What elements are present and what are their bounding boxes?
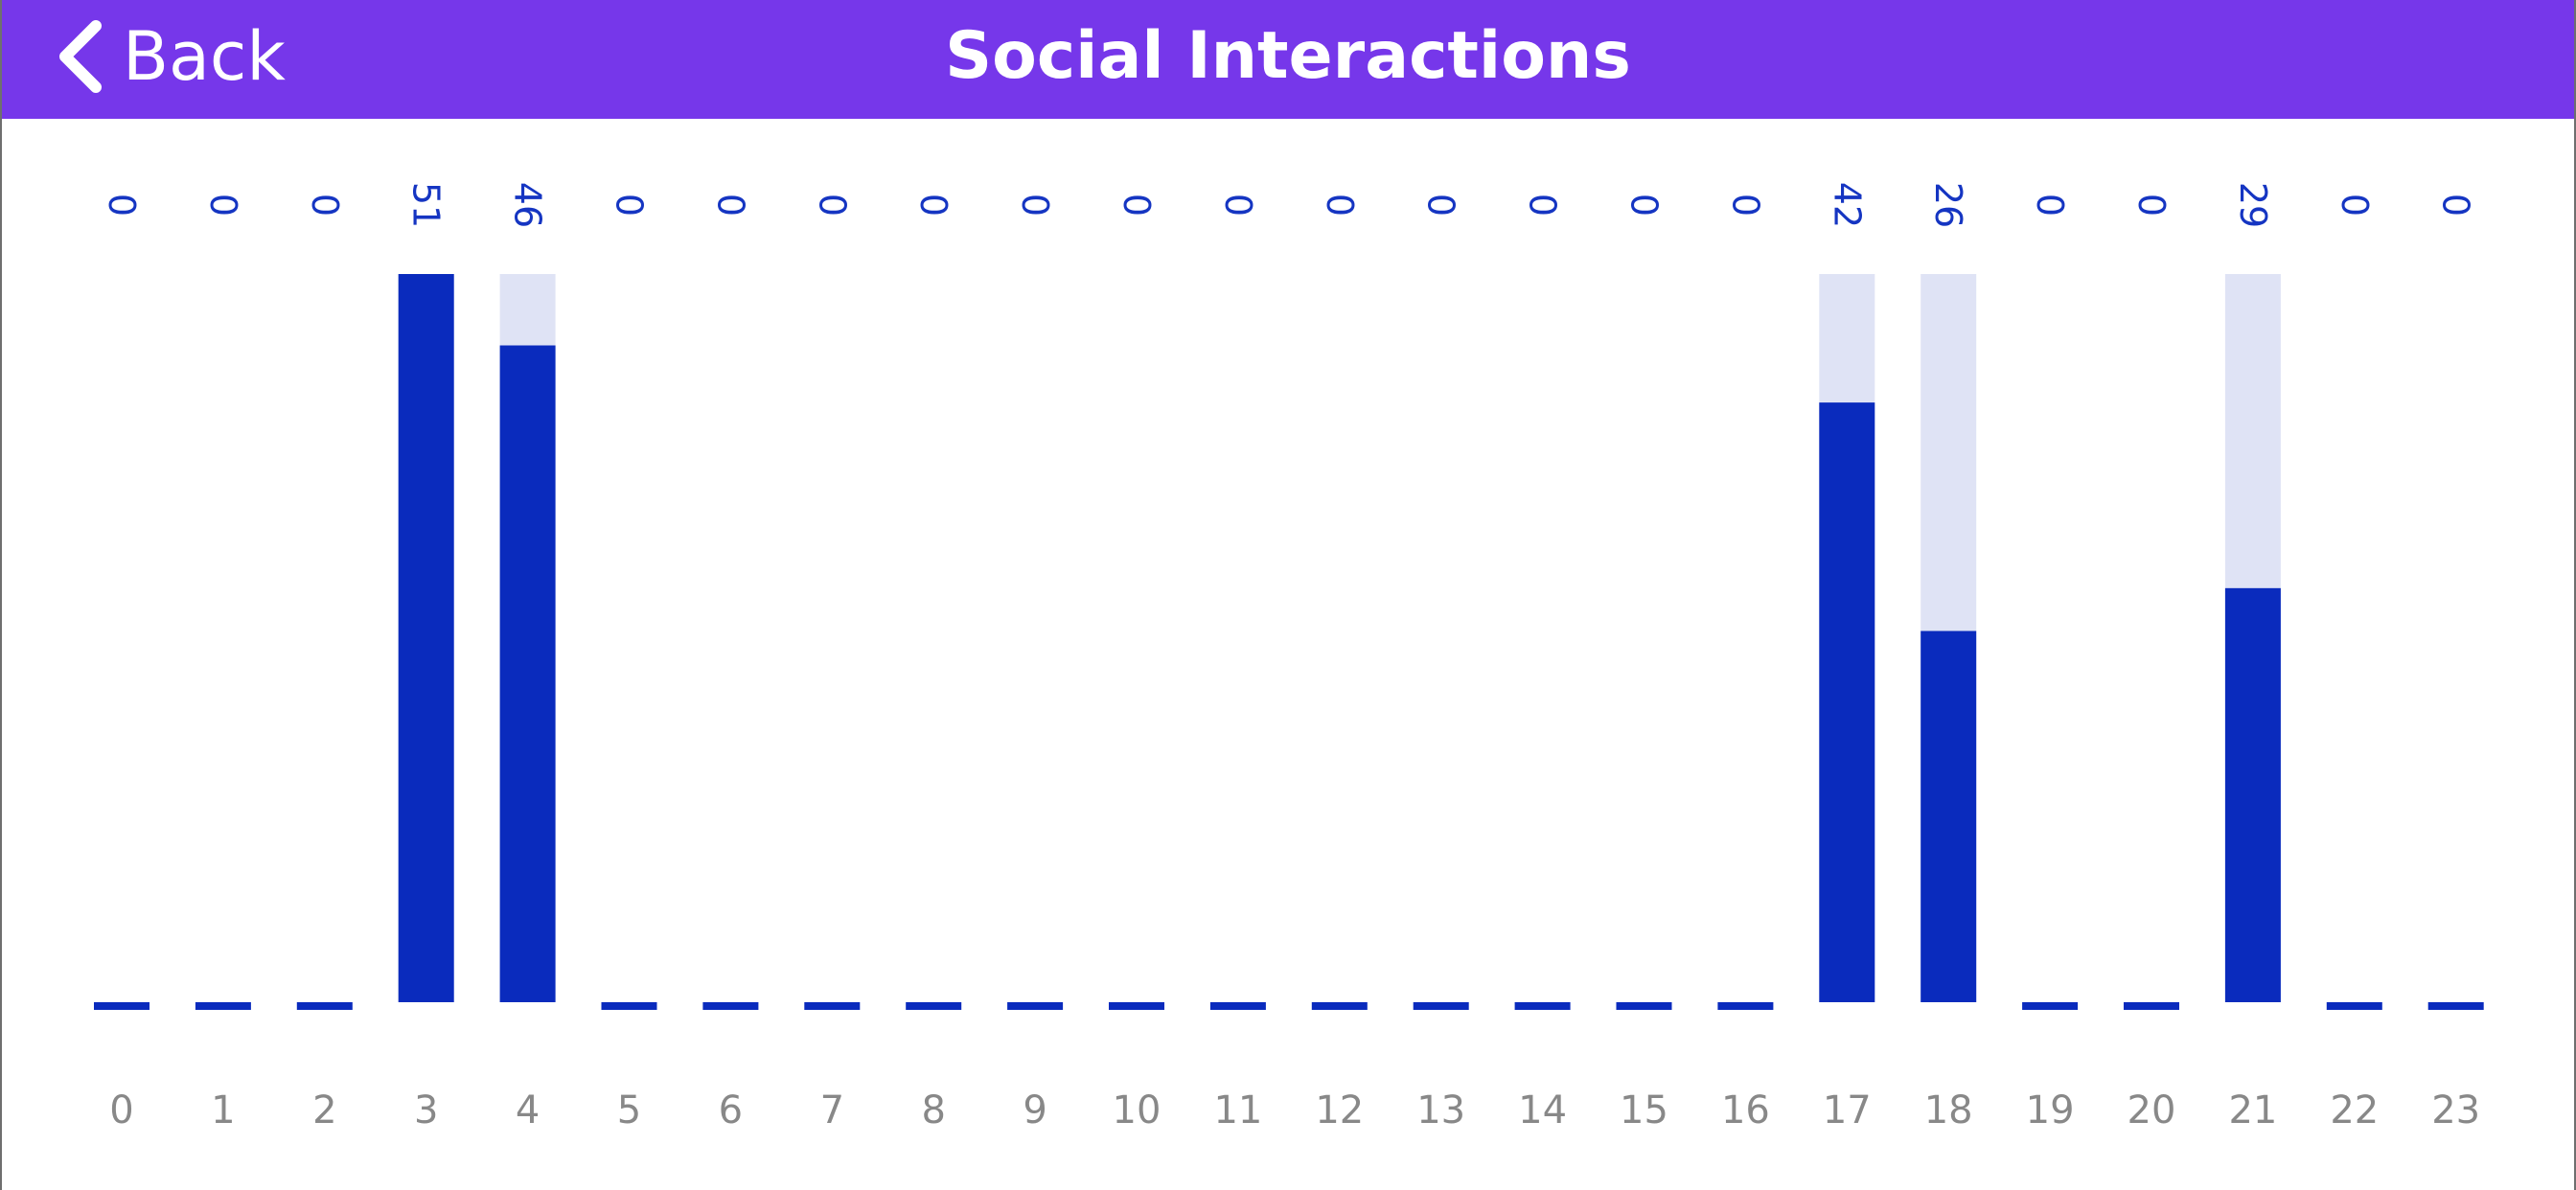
tick-label-16: 16 <box>1721 1088 1770 1133</box>
tick-label-9: 9 <box>1023 1088 1046 1133</box>
value-label-23: 0 <box>2435 194 2477 217</box>
value-label-14: 0 <box>1522 194 1564 217</box>
tick-label-5: 5 <box>617 1088 641 1133</box>
chart-canvas: 0001025134640506070809010011012013014015… <box>94 182 2484 1133</box>
tick-label-6: 6 <box>719 1088 743 1133</box>
bar-2 <box>296 1002 353 1010</box>
bar-4 <box>499 345 556 1002</box>
value-label-0: 0 <box>101 194 143 217</box>
bar-3 <box>398 274 454 1002</box>
bar-0 <box>94 1002 150 1010</box>
value-label-7: 0 <box>811 194 853 217</box>
navigation-bar: Back Social Interactions <box>2 0 2574 119</box>
tick-label-4: 4 <box>516 1088 540 1133</box>
back-button[interactable]: Back <box>56 0 286 113</box>
bar-5 <box>601 1002 657 1010</box>
value-label-2: 0 <box>304 194 346 217</box>
bar-8 <box>906 1002 962 1010</box>
bar-6 <box>702 1002 759 1010</box>
tick-label-22: 22 <box>2330 1088 2379 1133</box>
bar-20 <box>2124 1002 2179 1010</box>
value-label-9: 0 <box>1014 194 1056 217</box>
bar-14 <box>1514 1002 1571 1010</box>
value-label-3: 51 <box>405 182 448 228</box>
tick-label-13: 13 <box>1416 1088 1465 1133</box>
value-label-22: 0 <box>2334 194 2376 217</box>
bar-17 <box>1819 402 1875 1002</box>
bar-12 <box>1311 1002 1368 1010</box>
bar-22 <box>2326 1002 2382 1010</box>
value-label-4: 46 <box>507 182 549 228</box>
tick-label-7: 7 <box>820 1088 844 1133</box>
bar-10 <box>1109 1002 1164 1010</box>
tick-label-0: 0 <box>109 1088 133 1133</box>
bar-23 <box>2427 1002 2484 1010</box>
bar-13 <box>1413 1002 1469 1010</box>
chevron-left-icon <box>59 20 102 93</box>
tick-label-21: 21 <box>2228 1088 2277 1133</box>
bar-9 <box>1007 1002 1064 1010</box>
value-label-16: 0 <box>1724 194 1766 217</box>
bar-11 <box>1209 1002 1266 1010</box>
tick-label-2: 2 <box>312 1088 336 1133</box>
tick-label-14: 14 <box>1518 1088 1567 1133</box>
tick-label-15: 15 <box>1620 1088 1668 1133</box>
back-label: Back <box>123 17 286 96</box>
value-label-17: 42 <box>1826 182 1868 228</box>
value-label-15: 0 <box>1623 194 1666 217</box>
tick-label-18: 18 <box>1924 1088 1973 1133</box>
page-title: Social Interactions <box>945 18 1631 94</box>
value-label-18: 26 <box>1927 182 1969 228</box>
tick-label-1: 1 <box>211 1088 235 1133</box>
tick-label-19: 19 <box>2026 1088 2075 1133</box>
bar-21 <box>2224 587 2281 1002</box>
tick-label-8: 8 <box>921 1088 945 1133</box>
tick-label-20: 20 <box>2128 1088 2176 1133</box>
bar-15 <box>1616 1002 1672 1010</box>
value-label-11: 0 <box>1217 194 1259 217</box>
value-label-6: 0 <box>709 194 751 217</box>
tick-label-17: 17 <box>1823 1088 1872 1133</box>
value-label-21: 29 <box>2232 182 2274 228</box>
value-label-19: 0 <box>2029 194 2071 217</box>
value-label-13: 0 <box>1420 194 1462 217</box>
value-label-20: 0 <box>2130 194 2173 217</box>
value-label-1: 0 <box>202 194 244 217</box>
bar-18 <box>1920 630 1977 1002</box>
tick-label-11: 11 <box>1213 1088 1262 1133</box>
value-label-10: 0 <box>1116 194 1158 217</box>
bar-19 <box>2022 1002 2079 1010</box>
hourly-bar-chart: 0 0 0 1 0 2 51 3 46 4 0 5 0 6 0 7 0 8 0 9 0 10 0 11 0 12 0 13 0 14 0 15… <box>2 119 2574 1190</box>
value-label-8: 0 <box>912 194 954 217</box>
value-label-12: 0 <box>1319 194 1361 217</box>
tick-label-23: 23 <box>2431 1088 2480 1133</box>
tick-label-3: 3 <box>414 1088 438 1133</box>
value-label-5: 0 <box>609 194 651 217</box>
bar-7 <box>804 1002 861 1010</box>
tick-label-10: 10 <box>1113 1088 1162 1133</box>
bar-16 <box>1717 1002 1774 1010</box>
bar-1 <box>195 1002 251 1010</box>
tick-label-12: 12 <box>1315 1088 1364 1133</box>
